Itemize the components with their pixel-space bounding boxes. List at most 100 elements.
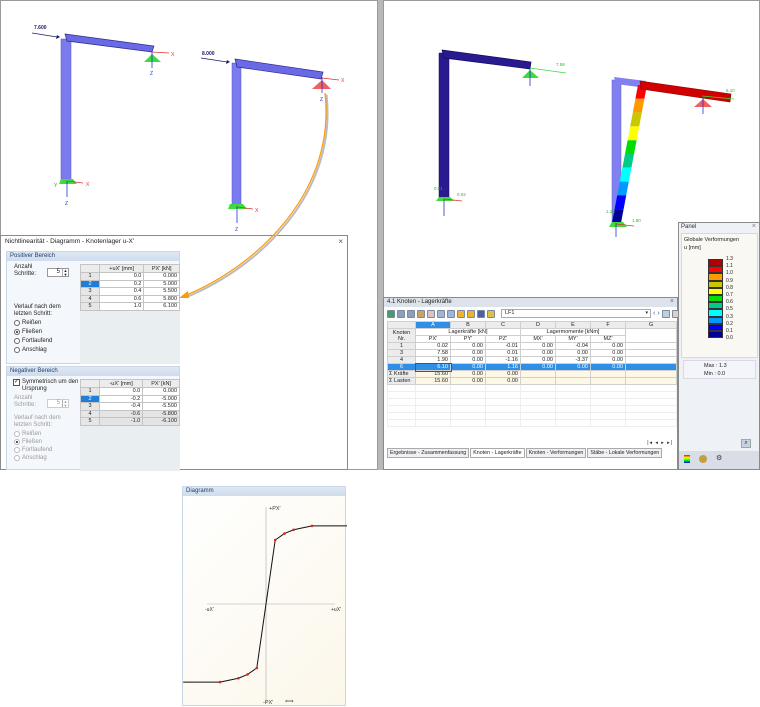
close-icon[interactable]: × <box>338 237 343 246</box>
table-cell[interactable]: -0.01 <box>485 342 521 350</box>
table-cell[interactable]: 0.00 <box>520 363 556 371</box>
radio-button[interactable] <box>14 338 20 344</box>
table-row[interactable]: 4 1.90 0.00 -1.16 0.00 -3.37 0.00 <box>387 356 677 364</box>
table-row[interactable]: 3 7.58 0.00 0.01 0.00 0.00 0.00 <box>387 349 677 357</box>
table-icon[interactable] <box>387 309 395 318</box>
table-cell[interactable]: 5.500 <box>143 287 180 296</box>
table-row[interactable]: 1 0.0 0.000 <box>80 272 180 281</box>
table-row[interactable]: 3 0.4 5.500 <box>80 287 180 296</box>
table-cell[interactable]: 0.000 <box>142 387 180 396</box>
table-row[interactable]: 1 0.0 0.000 <box>80 387 180 396</box>
table-cell[interactable]: 0.00 <box>450 356 486 364</box>
table-cell[interactable]: 0.4 <box>98 287 145 296</box>
symmetric-checkbox[interactable]: ✓ Symmetrisch um den Ursprung <box>13 379 80 393</box>
fit-width-icon[interactable]: ⟺ <box>285 699 294 705</box>
table-cell[interactable]: -6.100 <box>142 417 180 426</box>
table-cell[interactable]: 0.00 <box>590 356 626 364</box>
column-letter[interactable]: B <box>450 321 486 329</box>
node-number[interactable]: 4 <box>387 356 416 364</box>
table-cell[interactable]: 0.0 <box>98 272 145 281</box>
radio-button[interactable] <box>14 329 20 335</box>
table-cell[interactable]: 5.000 <box>143 279 180 288</box>
select-icon[interactable] <box>661 309 670 318</box>
zoom-icon[interactable]: ⌕ <box>741 439 751 448</box>
undo-icon[interactable] <box>457 309 465 318</box>
table-cell[interactable]: 0.00 <box>555 363 591 371</box>
row-number[interactable]: 4 <box>80 409 100 418</box>
table-row[interactable]: 3 -0.4 -5.500 <box>80 402 180 411</box>
node-number[interactable]: 1 <box>387 342 416 350</box>
table-icon[interactable] <box>407 309 415 318</box>
spinner-arrows-icon[interactable]: ▲ ▼ <box>62 268 68 277</box>
table-cell[interactable]: -5.000 <box>142 394 180 403</box>
table-cell[interactable]: 0.00 <box>520 342 556 350</box>
row-number[interactable]: 1 <box>80 387 100 396</box>
settings-icon[interactable]: ⚙ <box>716 455 723 462</box>
radio-option[interactable]: Fortlaufend <box>14 338 52 344</box>
radio-button[interactable] <box>14 347 20 353</box>
table-cell[interactable]: 0.00 <box>590 349 626 357</box>
redo-icon[interactable] <box>467 309 475 318</box>
close-icon[interactable]: × <box>669 298 674 305</box>
tab[interactable]: Stäbe - Lokale Verformungen <box>587 448 663 458</box>
row-number[interactable]: 5 <box>80 302 100 311</box>
radio-option[interactable]: Reißen <box>14 320 52 326</box>
tab[interactable]: Knoten - Lagerkräfte <box>470 448 525 458</box>
table-cell[interactable]: 1.90 <box>415 356 451 364</box>
row-number[interactable]: 3 <box>80 287 100 296</box>
radio-option[interactable]: Reißen <box>14 431 52 437</box>
table-cell[interactable]: 0.00 <box>520 356 556 364</box>
node-number[interactable]: 3 <box>387 349 416 357</box>
table-cell[interactable]: 0.00 <box>450 349 486 357</box>
columns-icon[interactable] <box>477 309 485 318</box>
column-letter[interactable]: A <box>415 321 451 329</box>
table-row[interactable]: 5 1.0 6.100 <box>80 302 180 311</box>
table-cell[interactable]: -0.2 <box>98 394 144 403</box>
table-row[interactable]: 1 0.02 0.00 -0.01 0.00 -0.04 0.00 <box>387 342 677 350</box>
radio-button[interactable] <box>14 447 20 453</box>
radio-option[interactable]: Anschlag <box>14 455 52 461</box>
row-number[interactable]: 2 <box>80 394 100 403</box>
tab[interactable]: Ergebnisse - Zusammenfassung <box>387 448 470 458</box>
table-cell[interactable]: 0.00 <box>450 342 486 350</box>
table-cell[interactable]: 0.00 <box>450 363 486 371</box>
display-icon[interactable] <box>699 455 707 463</box>
column-letter[interactable]: F <box>590 321 626 329</box>
column-letter[interactable]: D <box>520 321 556 329</box>
table-cell[interactable]: -0.6 <box>98 409 144 418</box>
table-cell[interactable]: 0.00 <box>590 363 626 371</box>
filter-icon[interactable] <box>427 309 435 318</box>
radio-option[interactable]: Fortlaufend <box>14 447 52 453</box>
previous-icon[interactable]: ‹ <box>653 310 656 317</box>
radio-option[interactable]: Anschlag <box>14 347 52 353</box>
table-cell[interactable]: 0.00 <box>590 342 626 350</box>
radio-button[interactable] <box>14 455 20 461</box>
node-number[interactable]: 6 <box>387 363 416 371</box>
table-cell[interactable]: 0.02 <box>415 342 451 350</box>
table-cell[interactable]: -5.500 <box>142 402 180 411</box>
next-icon[interactable]: › <box>657 310 660 317</box>
table-cell[interactable]: 0.00 <box>520 349 556 357</box>
radio-button[interactable] <box>14 439 20 445</box>
table-cell[interactable]: -1.0 <box>98 417 144 426</box>
table-cell[interactable]: 5.800 <box>143 294 180 303</box>
radio-option[interactable]: Fließen <box>14 439 52 445</box>
table-cell[interactable]: 1.0 <box>98 302 145 311</box>
row-number[interactable]: 3 <box>80 402 100 411</box>
table-icon[interactable] <box>397 309 405 318</box>
table-cell[interactable]: 0.0 <box>98 387 144 396</box>
filter-icon[interactable] <box>417 309 425 318</box>
table-cell[interactable]: -3.37 <box>555 356 591 364</box>
close-icon[interactable]: × <box>751 223 756 230</box>
table-cell[interactable]: 0.01 <box>485 349 521 357</box>
table-cell[interactable]: 6.10 <box>414 362 452 372</box>
table-cell[interactable]: 0.00 <box>555 349 591 357</box>
table-cell[interactable]: 7.58 <box>415 349 451 357</box>
table-row[interactable]: 5 -1.0 -6.100 <box>80 417 180 426</box>
checkbox-checked-icon[interactable]: ✓ <box>13 379 20 386</box>
table-cell[interactable]: 1.16 <box>485 363 521 371</box>
color-scale-icon[interactable] <box>684 455 690 463</box>
tab-scroll-buttons[interactable]: |◂ ◂ ▸ ▸| <box>646 440 674 446</box>
table-row[interactable]: 4 -0.6 -5.800 <box>80 409 180 418</box>
radio-button[interactable] <box>14 431 20 437</box>
